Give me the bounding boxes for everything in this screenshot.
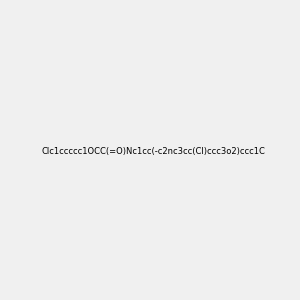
Text: Clc1ccccc1OCC(=O)Nc1cc(-c2nc3cc(Cl)ccc3o2)ccc1C: Clc1ccccc1OCC(=O)Nc1cc(-c2nc3cc(Cl)ccc3o… — [42, 147, 266, 156]
